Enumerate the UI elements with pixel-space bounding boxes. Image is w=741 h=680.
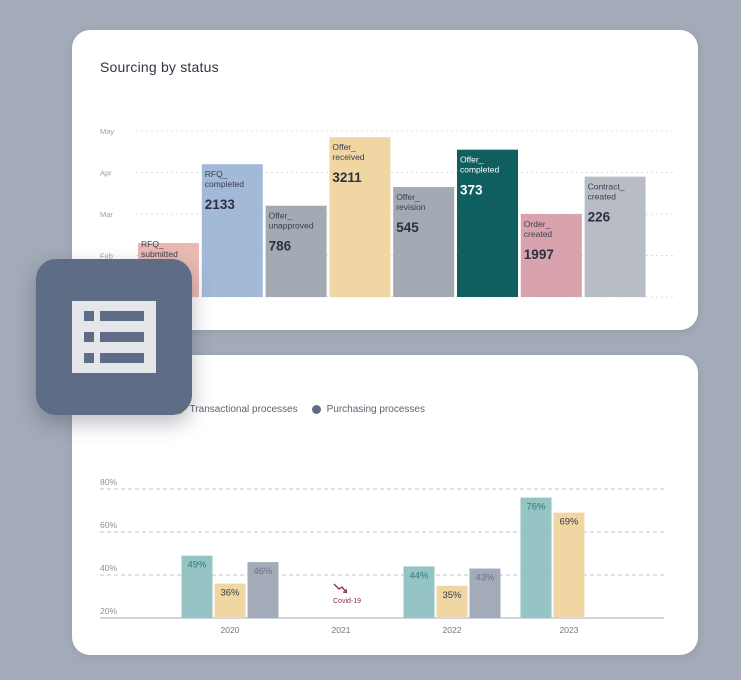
processes-x-tick-2: 2022 [443, 625, 462, 635]
sourcing-bar-5 [457, 149, 518, 297]
sourcing-bar-value-6: 1997 [524, 247, 554, 262]
processes-bar-chart: 80% 60% 40% 20% 2020 49% 36% 46% 2021 2022 44% 35% 4… [100, 477, 664, 635]
processes-bar-label-0-1: 36% [220, 588, 240, 599]
sourcing-bar-4 [393, 187, 455, 297]
table-list-icon-bullet-3 [84, 353, 94, 363]
sourcing-bar-3 [329, 137, 391, 297]
sourcing-y-tick-1: Apr [100, 169, 112, 178]
sourcing-bar-label-3-0: Offer_ [332, 142, 356, 152]
processes-bar-0-1 [214, 583, 246, 618]
table-list-icon-row-2 [100, 332, 144, 342]
legend-label-series-2: Purchasing processes [326, 404, 425, 415]
sourcing-bar-value-1: 2133 [205, 197, 236, 212]
sourcing-bar-2 [265, 205, 327, 297]
sourcing-y-tick-3: Feb [100, 252, 113, 261]
processes-x-tick-0: 2020 [221, 625, 240, 635]
table-list-icon-bullet-2 [84, 332, 94, 342]
table-list-icon-bullet-1 [84, 311, 94, 321]
sourcing-bar-label-5-0: Offer_ [460, 155, 484, 165]
processes-bar-label-0-2: 46% [253, 566, 273, 577]
covid-trend-down-icon [333, 583, 347, 593]
processes-bar-label-3-1: 69% [559, 517, 579, 528]
processes-bar-2-0 [403, 566, 435, 618]
sourcing-bar-label-2-0: Offer_ [269, 211, 293, 221]
sourcing-bar-value-2: 786 [269, 239, 292, 254]
processes-y-tick-2: 40% [100, 563, 117, 573]
sourcing-bar-value-5: 373 [460, 183, 483, 198]
table-list-icon-row-3 [100, 353, 144, 363]
sourcing-y-tick-2: Mar [100, 210, 113, 219]
table-list-icon [72, 301, 156, 373]
sourcing-bar-value-4: 545 [396, 220, 419, 235]
table-list-tile [36, 259, 192, 415]
sourcing-bar-label-6-0: Order_ [524, 219, 551, 229]
processes-bar-label-0-0: 49% [187, 560, 207, 571]
sourcing-bar-label-4-0: Offer_ [396, 192, 420, 202]
processes-bar-3-1 [553, 512, 585, 618]
processes-bar-label-2-0: 44% [409, 570, 429, 581]
legend-item-series-2: Purchasing processes [311, 404, 425, 415]
sourcing-bar-7 [584, 176, 646, 297]
sourcing-y-tick-0: May [100, 127, 114, 136]
sourcing-bar-label-2-1: unapproved [269, 221, 314, 231]
processes-x-tick-3: 2023 [560, 625, 579, 635]
processes-bar-label-2-1: 35% [442, 590, 462, 601]
sourcing-chart-title: Sourcing by status [100, 59, 219, 75]
processes-bar-0-2 [247, 562, 279, 618]
covid-annotation: Covid-19 [333, 598, 361, 605]
sourcing-bar-label-4-1: revision [396, 202, 426, 212]
processes-bar-0-0 [181, 555, 213, 618]
processes-x-tick-1: 2021 [332, 625, 351, 635]
sourcing-bar-label-1-1: completed [205, 179, 244, 189]
processes-y-tick-3: 20% [100, 606, 117, 616]
sourcing-bar-label-1-0: RFQ_ [205, 169, 228, 179]
sourcing-bar-label-7-0: Contract_ [588, 182, 625, 192]
sourcing-bar-label-5-1: completed [460, 165, 499, 175]
covid-arrowhead-icon [342, 588, 348, 594]
processes-y-tick-1: 60% [100, 520, 117, 530]
table-list-icon-row-1 [100, 311, 144, 321]
sourcing-bar-label-0-1: submitted [141, 249, 178, 259]
processes-bar-3-0 [520, 497, 552, 618]
sourcing-bar-value-3: 3211 [332, 170, 362, 185]
processes-bar-2-1 [436, 585, 468, 618]
processes-y-tick-0: 80% [100, 477, 117, 487]
sourcing-bar-label-0-0: RFQ_ [141, 239, 164, 249]
legend-dot-series-2 [311, 405, 321, 414]
processes-bar-2-2 [469, 568, 501, 618]
sourcing-bar-label-6-1: created [524, 229, 553, 239]
legend-label-series-1: Transactional processes [189, 404, 298, 415]
sourcing-bar-label-7-1: created [588, 192, 617, 202]
sourcing-bar-label-3-1: received [332, 152, 364, 162]
processes-bar-label-3-0: 76% [526, 502, 546, 513]
processes-bar-label-2-2: 43% [475, 573, 495, 584]
sourcing-bar-1 [201, 164, 263, 297]
sourcing-bar-value-7: 226 [588, 210, 611, 225]
sourcing-bar-6 [520, 214, 582, 297]
